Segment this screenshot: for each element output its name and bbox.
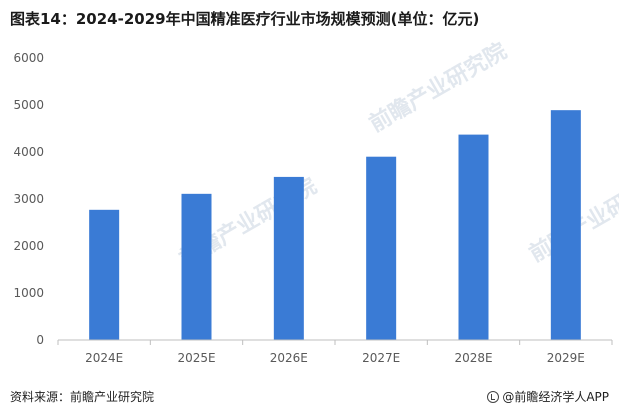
bars	[89, 110, 581, 340]
y-tick-label: 2000	[13, 239, 44, 253]
bar-2027E	[366, 156, 397, 340]
x-axis: 2024E 2025E 2026E 2027E 2028E 2029E	[57, 339, 613, 365]
bar-2024E	[89, 209, 120, 340]
bar-2026E	[273, 176, 304, 340]
x-tick-label: 2029E	[547, 351, 585, 365]
y-tick-label: 1000	[13, 286, 44, 300]
source-note: 资料来源：前瞻产业研究院	[10, 390, 155, 404]
x-tick-label: 2024E	[85, 351, 123, 365]
y-tick-label: 0	[36, 333, 44, 347]
x-tick-label: 2027E	[362, 351, 400, 365]
footer: 资料来源：前瞻产业研究院 @前瞻经济学人APP	[0, 388, 619, 412]
x-tick-label: 2028E	[454, 351, 492, 365]
bar-2025E	[181, 193, 212, 340]
y-tick-label: 6000	[13, 51, 44, 65]
brand-text: @前瞻经济学人APP	[502, 390, 609, 404]
chart-title: 图表14：2024-2029年中国精准医疗行业市场规模预测(单位：亿元)	[10, 10, 480, 28]
y-tick-label: 4000	[13, 145, 44, 159]
brand-logo-icon	[487, 390, 500, 403]
y-axis: 0 1000 2000 3000 4000 5000 6000	[13, 51, 44, 347]
y-tick-label: 3000	[13, 192, 44, 206]
bar-2029E	[550, 110, 581, 340]
bar-2028E	[458, 134, 489, 340]
x-tick-label: 2026E	[270, 351, 308, 365]
bar-chart: 0 1000 2000 3000 4000 5000 6000 2024E 2025E 2026…	[13, 51, 613, 365]
x-tick-label: 2025E	[177, 351, 215, 365]
y-tick-label: 5000	[13, 98, 44, 112]
brand-credit: @前瞻经济学人APP	[487, 388, 609, 405]
